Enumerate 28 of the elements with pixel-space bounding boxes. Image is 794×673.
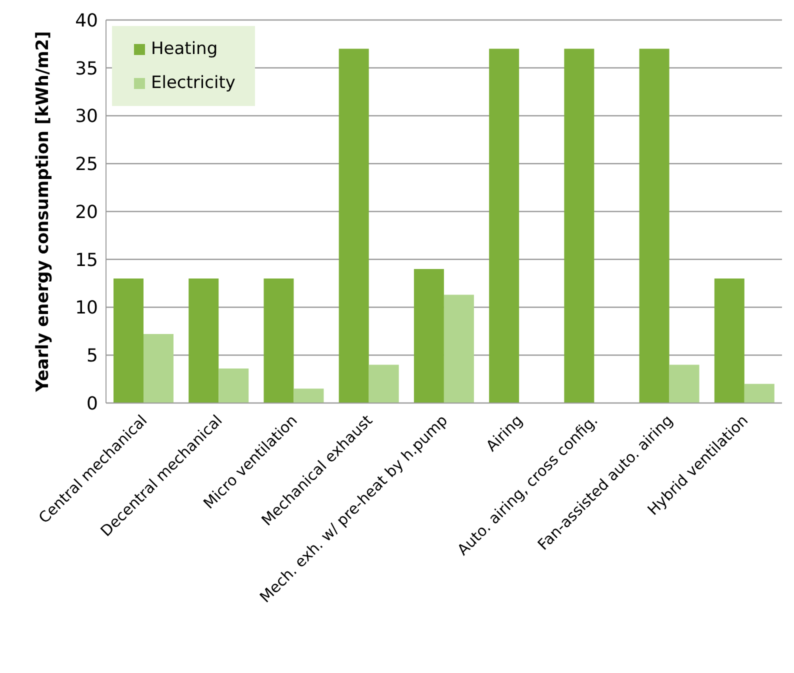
- bar: [564, 48, 594, 403]
- bar: [264, 278, 294, 403]
- bar: [639, 48, 670, 403]
- y-tick-label: 15: [75, 250, 98, 271]
- bar: [338, 48, 369, 403]
- legend-label: Heating: [151, 38, 218, 61]
- bar: [294, 388, 324, 403]
- bar: [744, 384, 774, 403]
- bar: [714, 278, 744, 403]
- bar: [188, 278, 219, 403]
- bar: [114, 278, 144, 403]
- bar: [368, 364, 399, 403]
- y-tick-label: 30: [75, 106, 98, 128]
- y-tick-label: 35: [75, 58, 98, 80]
- bar: [489, 48, 520, 403]
- bar: [444, 294, 474, 403]
- y-tick-label: 5: [86, 346, 98, 367]
- y-axis-title: Yearly energy consumption [kWh/m2]: [33, 31, 54, 393]
- bar: [669, 364, 700, 403]
- bar: [144, 334, 174, 403]
- legend-label: Electricity: [151, 72, 236, 95]
- bar: [218, 368, 249, 403]
- y-tick-label: 40: [75, 10, 98, 32]
- y-tick-label: 0: [86, 393, 98, 414]
- y-tick-label: 20: [75, 202, 98, 223]
- y-tick-label: 25: [75, 154, 98, 176]
- bar: [414, 268, 444, 403]
- y-tick-label: 10: [75, 298, 98, 319]
